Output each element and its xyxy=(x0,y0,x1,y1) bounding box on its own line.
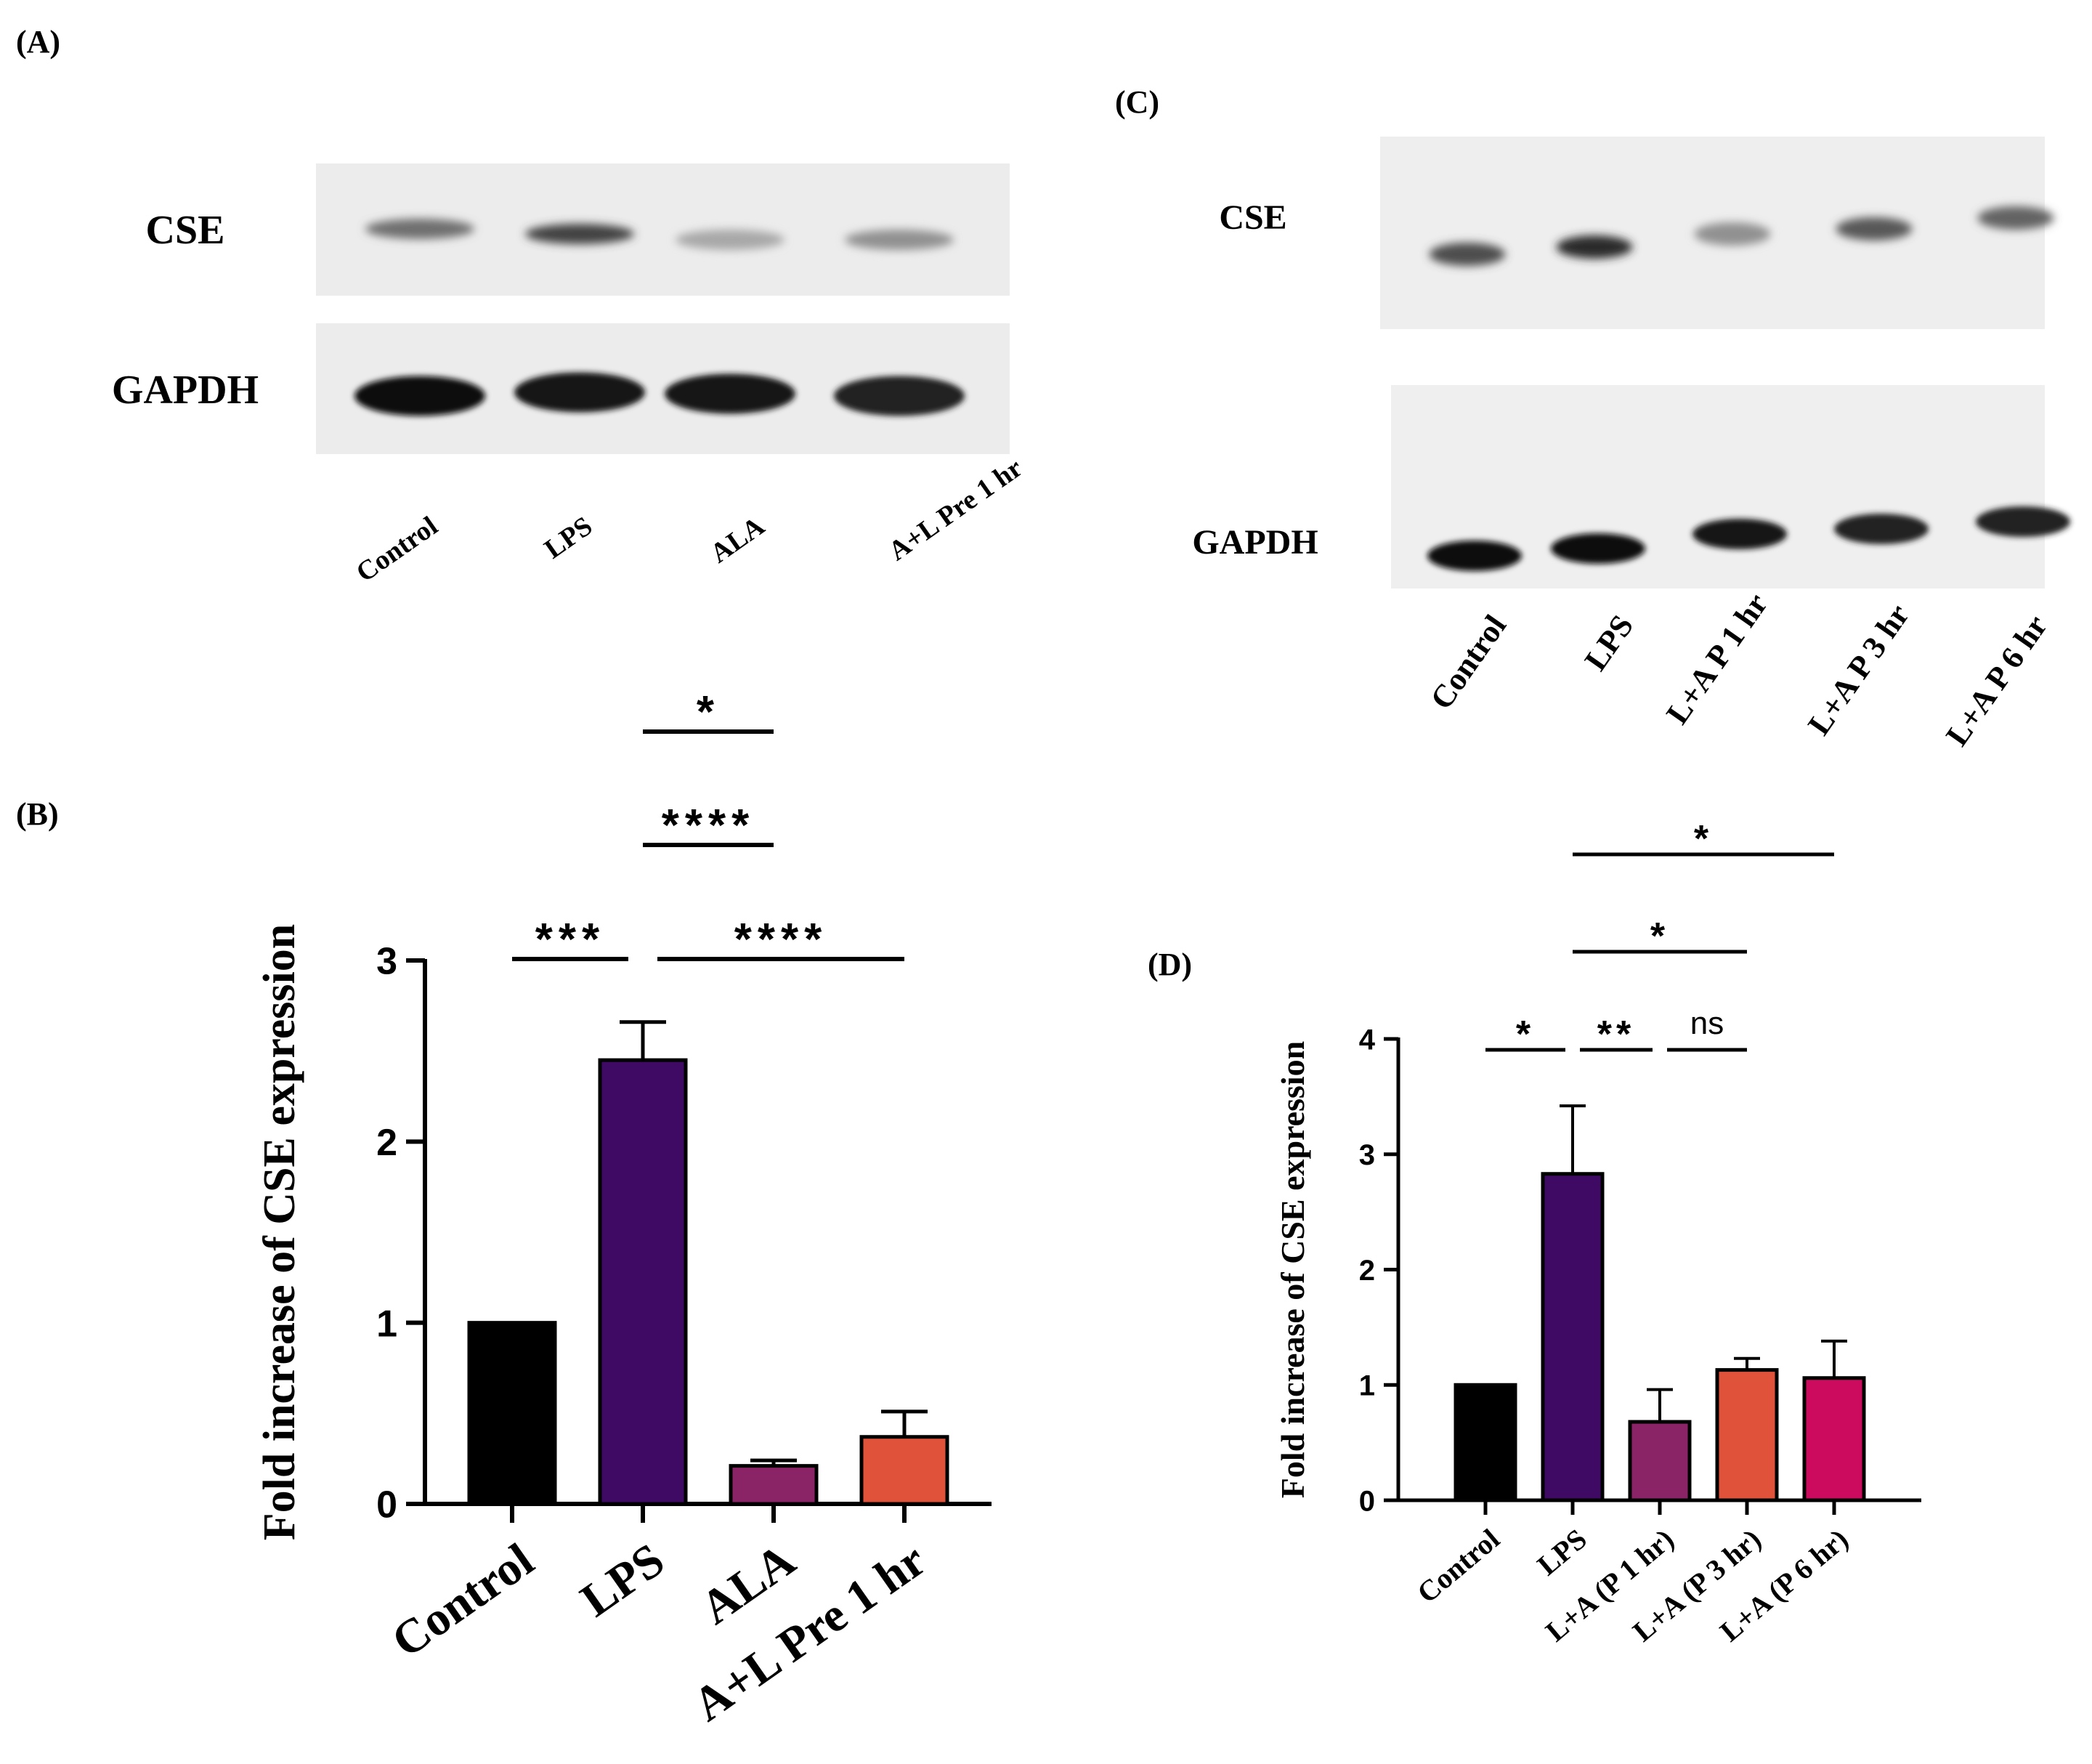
cse-band-group xyxy=(1429,206,2054,266)
gapdh-band-group xyxy=(1427,506,2070,571)
significance-label: ns xyxy=(1690,1006,1724,1041)
x-tick-label: LPS xyxy=(1531,1522,1593,1582)
y-axis-label: Fold increase of CSE expression xyxy=(255,924,304,1541)
gapdh-band-group xyxy=(354,372,965,416)
y-tick-label: 3 xyxy=(376,941,397,983)
blot-band xyxy=(525,224,634,244)
x-tick-label: LPS xyxy=(572,1533,674,1627)
bar-chart-d: 0 1 2 3 4 Fold increase of CSE expression Cont… xyxy=(1274,818,1921,1648)
y-tick-label: 3 xyxy=(1359,1139,1375,1171)
significance-label: * xyxy=(1650,915,1669,958)
blot-band xyxy=(1427,541,1522,571)
blot-band xyxy=(665,373,795,414)
bar xyxy=(1802,1376,1866,1502)
significance-label: * xyxy=(1694,818,1713,860)
lane-label: Control xyxy=(351,511,443,588)
x-tick-label: Control xyxy=(1411,1522,1506,1609)
significance-label: * xyxy=(697,687,720,737)
panel-label-c: (C) xyxy=(1115,84,1159,120)
blot-panel-c: CSE GAPDH Control LPS L+A P 1 hr L+A P 3… xyxy=(1192,137,2070,752)
y-tick-label: 1 xyxy=(376,1303,397,1345)
y-axis-label: Fold increase of CSE expression xyxy=(1274,1041,1311,1499)
y-tick-label: 0 xyxy=(376,1484,397,1526)
y-tick-label: 4 xyxy=(1359,1024,1376,1056)
blot-band xyxy=(1976,506,2070,537)
lane-label: ALA xyxy=(705,511,770,570)
blot-band xyxy=(1551,533,1645,564)
blot-band xyxy=(514,372,645,413)
row-label-gapdh: GAPDH xyxy=(112,368,259,413)
y-tick-label: 1 xyxy=(1359,1370,1375,1402)
blot-band xyxy=(354,376,485,416)
bar xyxy=(1454,1383,1517,1502)
bar xyxy=(1541,1172,1605,1502)
panel-label-b: (B) xyxy=(16,796,59,832)
bar xyxy=(1715,1368,1779,1502)
bar xyxy=(598,1058,688,1506)
bar xyxy=(1628,1420,1692,1502)
lane-label: LPS xyxy=(539,511,598,565)
significance-label: ** xyxy=(1597,1014,1635,1056)
bar-chart-b: 0 1 2 3 Fold increase of CSE expression Contr… xyxy=(255,687,992,1732)
lane-label: A+L Pre 1 hr xyxy=(883,453,1029,567)
blot-band xyxy=(676,230,784,250)
lane-label: L+A P 6 hr xyxy=(1939,609,2054,753)
significance-label: *** xyxy=(535,915,605,965)
significance-label: **** xyxy=(662,801,755,851)
lane-label: Control xyxy=(1423,609,1513,716)
cse-band-group xyxy=(365,219,954,250)
blot-band xyxy=(834,376,965,416)
blot-band xyxy=(1836,217,1913,240)
blot-band xyxy=(1692,519,1787,549)
bar xyxy=(467,1321,557,1506)
blot-band xyxy=(1834,514,1929,544)
significance-label: **** xyxy=(734,915,828,965)
blot-band xyxy=(1977,206,2054,230)
row-label-gapdh: GAPDH xyxy=(1192,523,1318,562)
bar xyxy=(859,1435,949,1506)
lane-label: L+A P 3 hr xyxy=(1801,598,1916,742)
x-tick-label: Control xyxy=(383,1533,543,1667)
blot-band xyxy=(1694,222,1771,246)
panel-label-a: (A) xyxy=(16,24,60,60)
y-tick-label: 2 xyxy=(376,1122,397,1164)
lane-label: LPS xyxy=(1578,609,1640,677)
blot-band xyxy=(1429,243,1506,266)
significance-label: * xyxy=(1516,1014,1535,1056)
lane-label: L+A P 1 hr xyxy=(1659,587,1775,731)
blot-band xyxy=(1556,235,1633,259)
panel-label-d: (D) xyxy=(1148,947,1192,982)
blot-panel-a: CSE GAPDH Control LPS ALA A+L Pre 1 hr xyxy=(112,163,1028,588)
bar xyxy=(729,1464,819,1506)
blot-band xyxy=(845,230,954,250)
row-label-cse: CSE xyxy=(146,208,225,253)
y-tick-label: 0 xyxy=(1359,1485,1375,1517)
row-label-cse: CSE xyxy=(1219,198,1286,237)
y-tick-label: 2 xyxy=(1359,1255,1375,1287)
blot-band xyxy=(365,219,474,239)
